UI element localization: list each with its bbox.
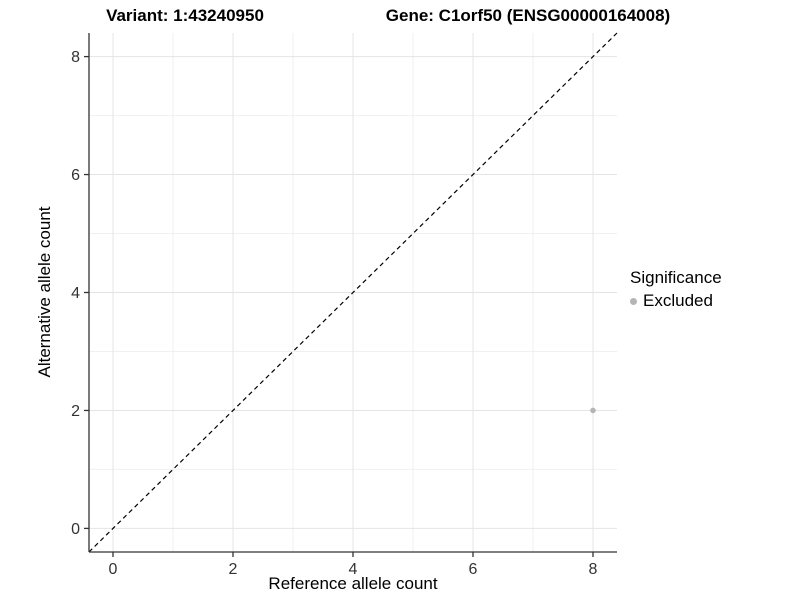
x-axis-title: Reference allele count [268, 574, 438, 593]
legend-item-label: Excluded [643, 291, 713, 310]
x-tick-label: 4 [349, 561, 358, 578]
y-axis-title: Alternative allele count [35, 206, 54, 378]
data-point [590, 407, 596, 414]
legend: Significance Excluded [630, 268, 722, 311]
y-tick-label: 4 [71, 285, 80, 302]
y-tick-label: 2 [71, 403, 80, 420]
x-tick-label: 6 [469, 561, 478, 578]
plot-title-gene: Gene: C1orf50 (ENSG00000164008) [385, 6, 671, 25]
x-tick-label: 2 [229, 561, 238, 578]
legend-point-icon [630, 297, 637, 305]
x-tick-label: 0 [109, 561, 118, 578]
y-tick-label: 0 [71, 521, 80, 538]
x-tick-label: 8 [589, 561, 598, 578]
y-tick-label: 8 [71, 49, 80, 66]
y-tick-label: 6 [71, 167, 80, 184]
legend-item-excluded: Excluded [630, 291, 722, 311]
legend-title: Significance [630, 268, 722, 287]
identity-dashed-line [88, 32, 618, 553]
plot-title-variant: Variant: 1:43240950 [106, 6, 264, 25]
